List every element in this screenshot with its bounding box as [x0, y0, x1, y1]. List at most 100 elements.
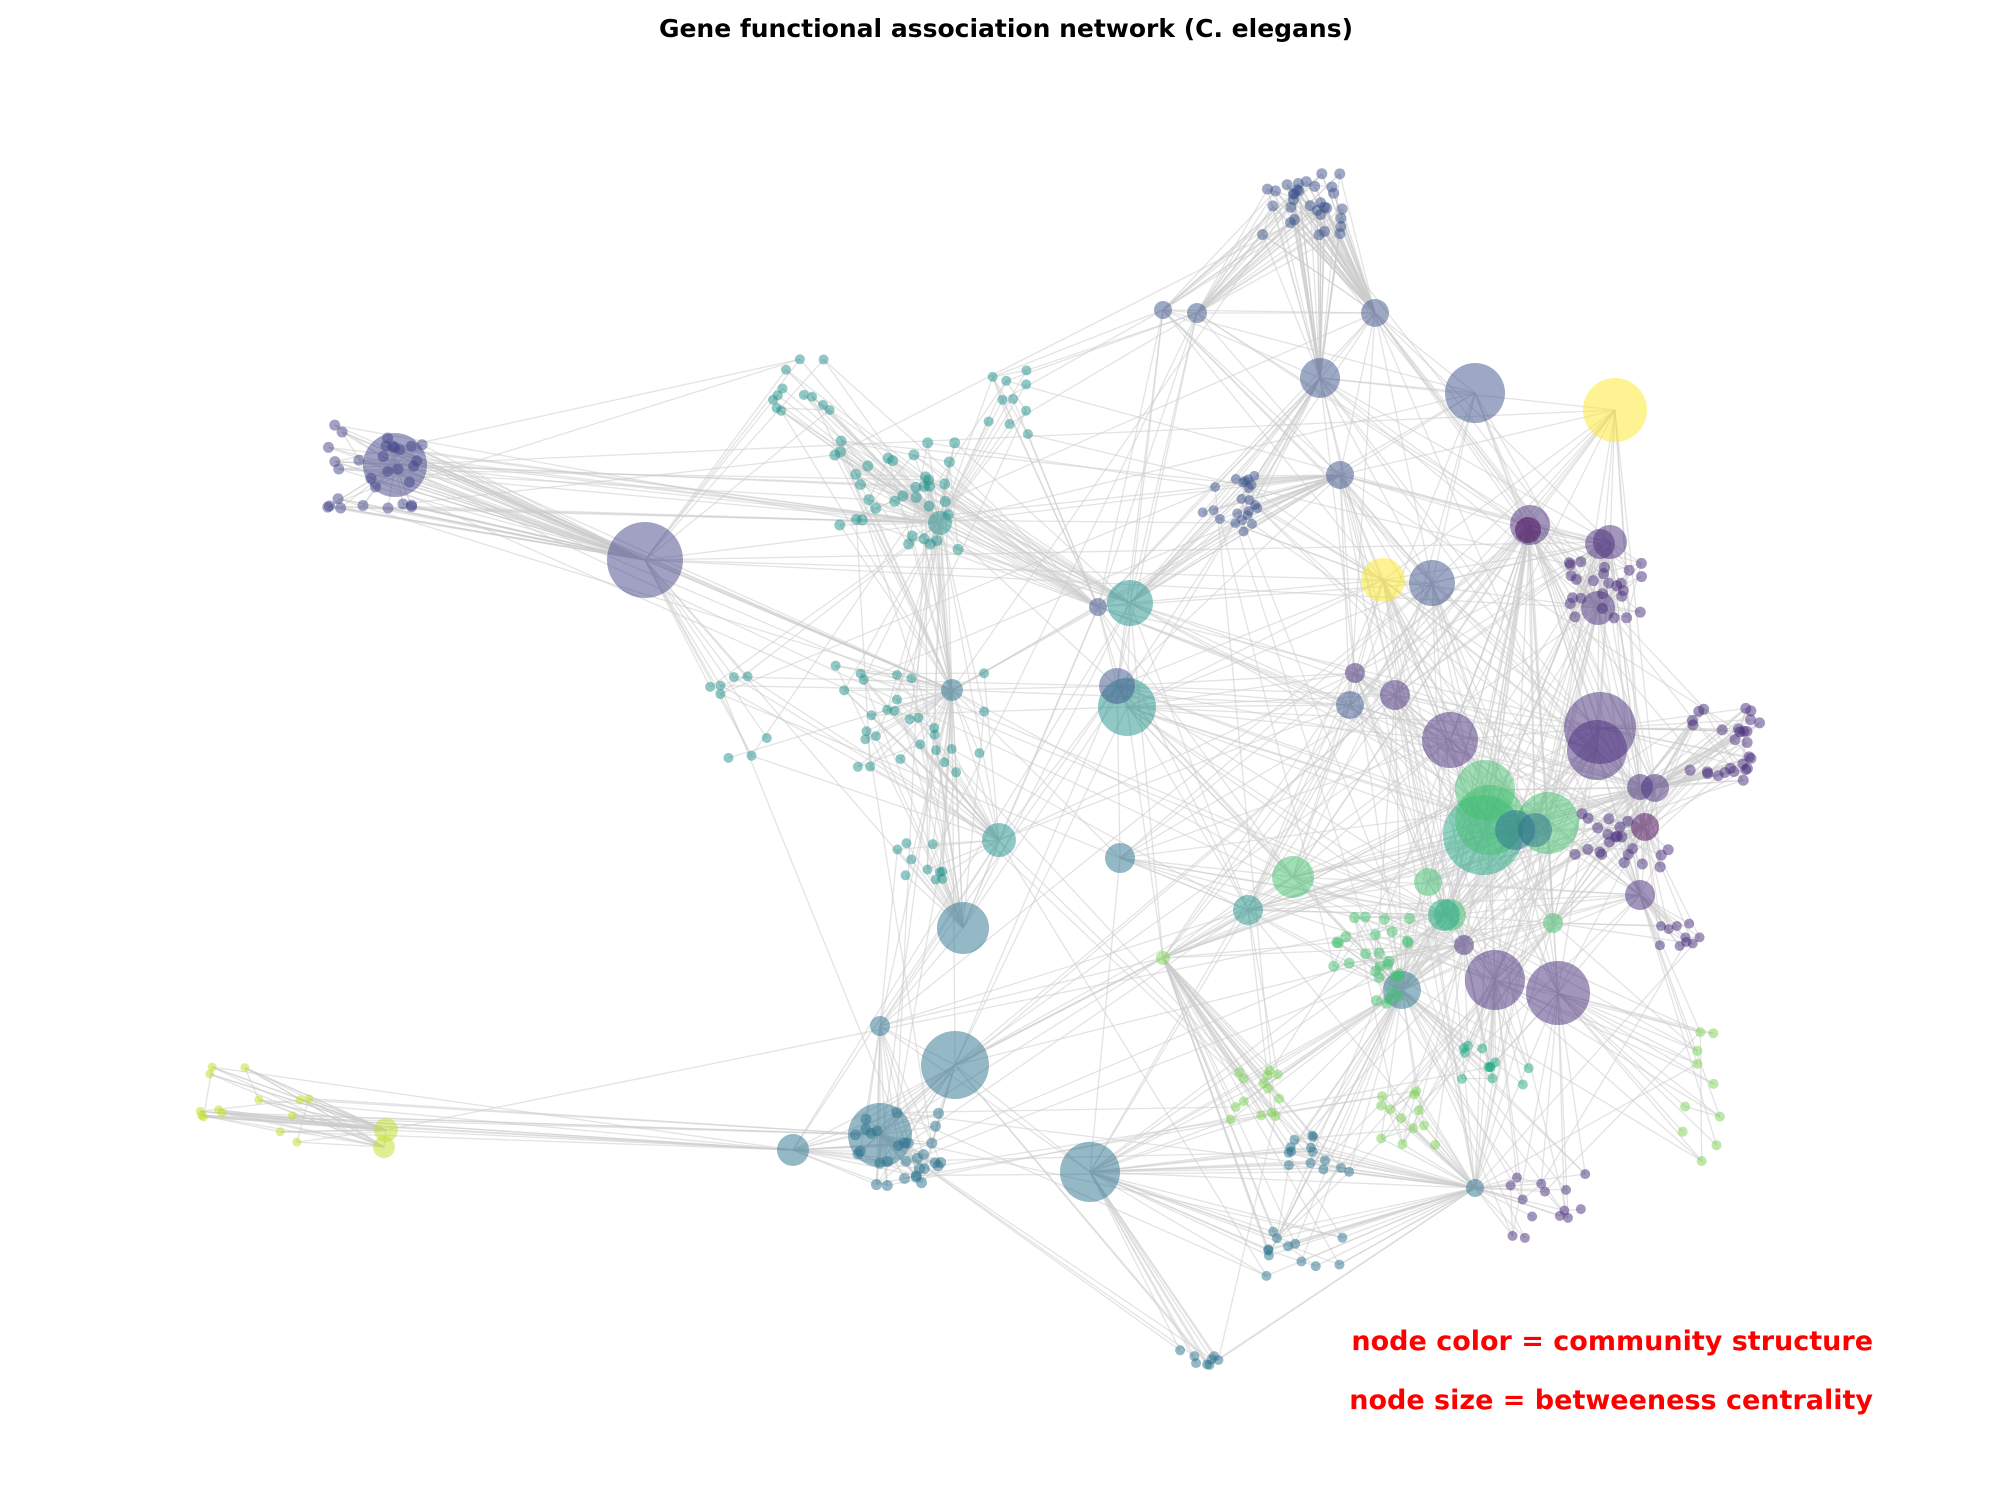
- network-node: [899, 1172, 911, 1184]
- network-node: [1238, 526, 1249, 537]
- network-edge: [1294, 989, 1403, 1245]
- network-edge: [1209, 1187, 1476, 1366]
- network-node: [1304, 200, 1316, 212]
- network-node: [1744, 714, 1756, 726]
- network-edge: [1274, 190, 1321, 379]
- network-node: [892, 1140, 904, 1152]
- network-edge: [916, 1171, 1350, 1177]
- network-node: [1300, 358, 1340, 398]
- network-node: [761, 732, 772, 743]
- network-edge: [1129, 602, 1356, 674]
- network-edge: [879, 1134, 1195, 1357]
- network-node: [275, 1127, 285, 1137]
- network-node: [1309, 180, 1321, 192]
- network-edge: [385, 914, 1445, 1131]
- network-edge: [1089, 1171, 1211, 1366]
- network-node: [949, 437, 961, 449]
- network-node: [932, 1107, 944, 1119]
- network-edge: [939, 410, 1027, 524]
- network-edge: [1162, 309, 1641, 788]
- network-edge: [1684, 1105, 1721, 1118]
- network-node: [1596, 848, 1608, 860]
- network-edge: [926, 483, 946, 870]
- network-node: [1684, 764, 1696, 776]
- network-edge: [1116, 672, 1356, 687]
- network-node: [860, 1113, 872, 1125]
- network-node: [1290, 1238, 1301, 1249]
- network-node: [1197, 507, 1208, 518]
- network-node: [1344, 1166, 1355, 1177]
- network-edge: [1574, 616, 1708, 773]
- network-edge: [1552, 922, 1698, 1052]
- network-edge: [296, 1129, 387, 1143]
- network-node: [1564, 559, 1576, 571]
- network-edge: [879, 1134, 1213, 1360]
- network-node: [1635, 557, 1647, 569]
- network-node: [1349, 912, 1361, 924]
- network-node: [1592, 822, 1604, 834]
- network-node: [1569, 611, 1581, 623]
- network-edge: [1597, 607, 1656, 789]
- network-node: [870, 1016, 890, 1036]
- network-node: [1343, 957, 1355, 969]
- network-node: [910, 481, 922, 493]
- network-node: [1379, 913, 1391, 925]
- network-edge: [1266, 188, 1321, 379]
- network-edge: [1474, 936, 1701, 1189]
- network-node: [917, 1149, 929, 1161]
- network-edge: [896, 538, 925, 1113]
- network-node: [1008, 394, 1019, 405]
- network-edge: [1639, 894, 1701, 1033]
- network-node: [1585, 529, 1615, 559]
- network-node: [921, 1031, 989, 1099]
- network-edge: [1288, 827, 1599, 1154]
- network-node: [1523, 1063, 1534, 1074]
- network-edge: [1162, 190, 1276, 311]
- network-edge: [394, 409, 1616, 466]
- network-edge: [209, 1073, 385, 1148]
- network-edge: [1292, 789, 1486, 878]
- network-node: [1386, 926, 1398, 938]
- network-node: [746, 750, 757, 761]
- network-node: [1507, 1230, 1518, 1241]
- network-node: [1754, 717, 1766, 729]
- network-node: [1305, 1157, 1316, 1168]
- network-node: [900, 870, 911, 881]
- network-edge: [1319, 377, 1356, 674]
- network-edge: [1374, 312, 1531, 526]
- network-edge: [1089, 1171, 1476, 1189]
- network-edge: [875, 410, 1027, 737]
- network-node: [942, 509, 954, 521]
- network-edge: [375, 486, 646, 561]
- network-edge: [1394, 543, 1601, 696]
- network-edge: [1254, 504, 1617, 838]
- network-edge: [1427, 529, 1529, 883]
- network-node: [863, 494, 875, 506]
- network-node: [1575, 556, 1587, 568]
- network-edge: [1474, 1187, 1526, 1239]
- network-node: [929, 729, 940, 740]
- network-edge: [1374, 312, 1735, 772]
- network-edge: [863, 522, 1236, 681]
- network-edge: [1119, 694, 1396, 859]
- network-node: [927, 839, 938, 850]
- network-node: [1376, 1091, 1387, 1102]
- network-node: [1539, 1186, 1550, 1197]
- network-node: [373, 1136, 395, 1158]
- network-node: [1408, 1123, 1419, 1134]
- network-edge: [896, 1106, 1236, 1114]
- network-edge: [1162, 309, 1341, 476]
- network-edge: [954, 894, 1641, 1066]
- network-edge: [1557, 992, 1721, 1118]
- network-node: [1583, 378, 1647, 442]
- network-edge: [1097, 377, 1321, 608]
- network-node: [207, 1062, 217, 1072]
- network-edge: [907, 909, 1249, 1144]
- network-node: [287, 1111, 297, 1121]
- network-edge: [855, 454, 915, 520]
- network-edge: [1509, 1185, 1514, 1236]
- network-node: [1462, 1040, 1473, 1051]
- network-node: [403, 476, 415, 488]
- network-edge: [1243, 722, 1760, 1102]
- network-edge: [998, 606, 1099, 841]
